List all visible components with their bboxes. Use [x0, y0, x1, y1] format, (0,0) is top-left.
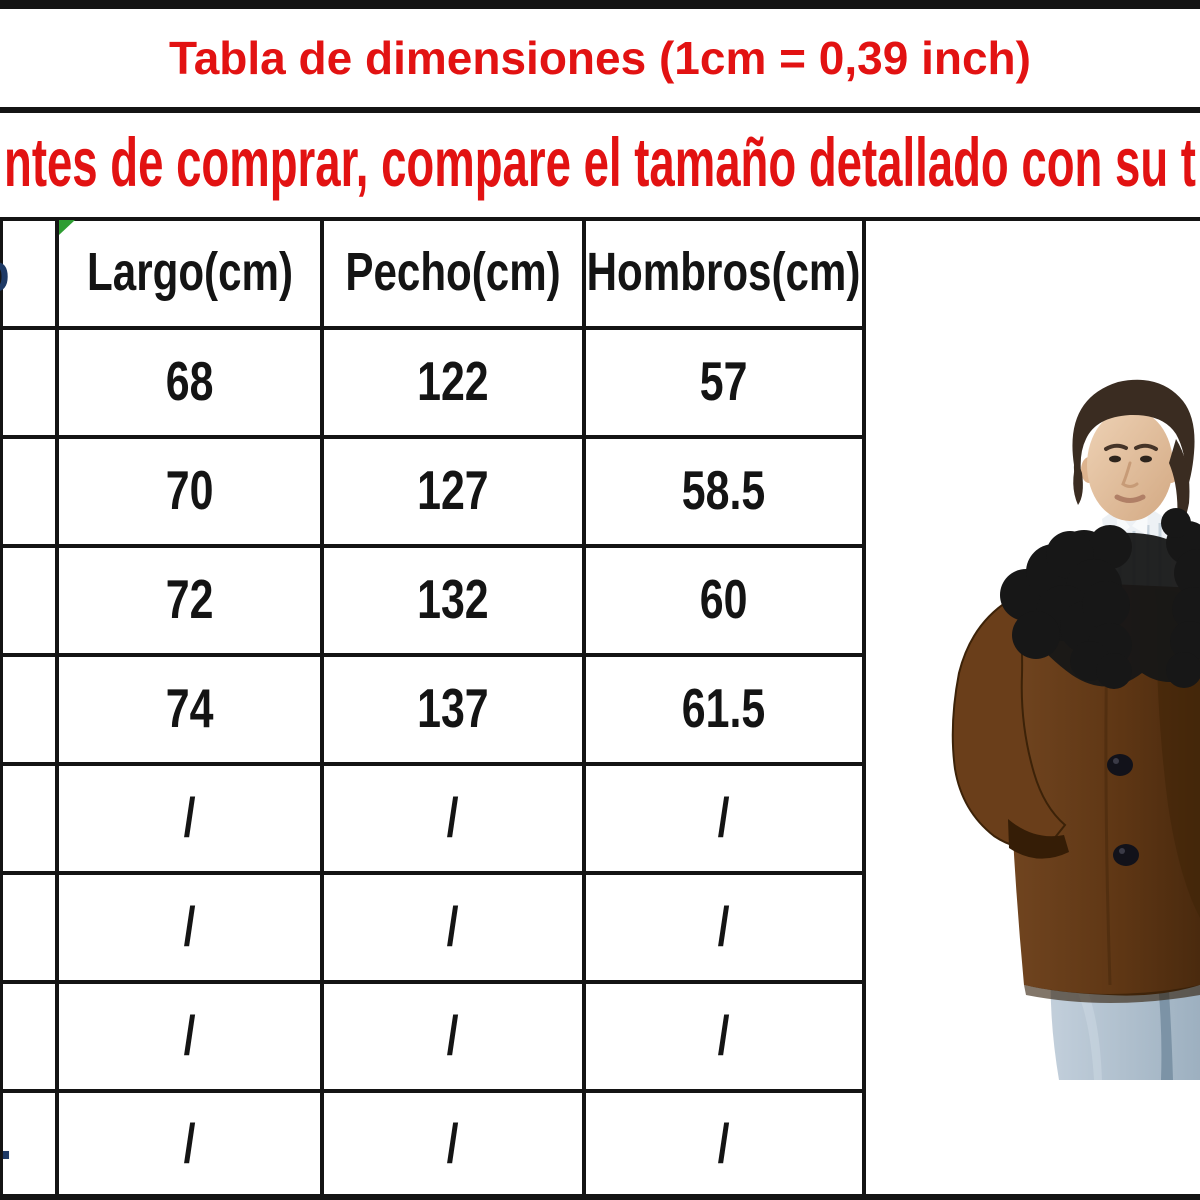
table-cell: /	[447, 894, 459, 957]
table-cell: /	[718, 1111, 730, 1174]
column-line	[862, 217, 866, 1200]
table-header-cell: Largo(cm)	[86, 241, 293, 302]
table-cell: 137	[417, 676, 489, 739]
table-cell: /	[447, 1111, 459, 1174]
table-cell: /	[183, 1111, 196, 1174]
row-line	[0, 435, 866, 439]
coat-buttons	[1107, 754, 1139, 866]
row-line	[0, 326, 866, 330]
row-line	[0, 762, 866, 766]
title-band: Tabla de dimensiones (1cm = 0,39 inch)	[0, 9, 1200, 107]
top-border	[0, 0, 1200, 9]
table-cell: 122	[417, 349, 489, 412]
table-cell: /	[183, 894, 196, 957]
table-cell: /	[447, 785, 459, 848]
table-cell: 57	[700, 349, 748, 412]
size-column-header-fragment: o	[0, 246, 9, 300]
table-cell: /	[718, 785, 730, 848]
chart-title: Tabla de dimensiones (1cm = 0,39 inch)	[169, 32, 1031, 84]
table-cell: 74	[165, 676, 214, 739]
table-cell: 70	[165, 458, 214, 521]
fur-collar	[1000, 508, 1200, 689]
table-cell: /	[183, 1003, 196, 1066]
row-line	[0, 1089, 866, 1093]
table-cell: 132	[417, 567, 489, 630]
face	[1081, 409, 1179, 521]
table-cell: 127	[417, 458, 489, 521]
table-header-cell: Hombros(cm)	[587, 241, 861, 302]
column-line	[55, 217, 59, 1200]
column-line	[0, 217, 3, 1200]
cell-corner-marker	[59, 220, 75, 235]
table-cell: 58.5	[682, 458, 766, 521]
table-cell: /	[447, 1003, 459, 1066]
row-line	[0, 871, 866, 875]
row-line	[0, 980, 866, 984]
row-line	[0, 653, 866, 657]
column-line	[582, 217, 586, 1200]
table-cell: /	[718, 1003, 730, 1066]
column-line	[320, 217, 324, 1200]
table-top-border	[0, 217, 1200, 221]
title-divider	[0, 107, 1200, 113]
row-line	[0, 544, 866, 548]
model-photo	[951, 379, 1200, 1080]
table-cell: /	[183, 785, 196, 848]
chart-subtitle: ntes de comprar, compare el tamaño detal…	[4, 123, 1196, 201]
table-header-cell: Pecho(cm)	[345, 241, 561, 302]
subtitle-band: ntes de comprar, compare el tamaño detal…	[4, 112, 1200, 212]
table-cell: /	[718, 894, 730, 957]
table-cell: 61.5	[682, 676, 766, 739]
table-cell: 72	[165, 567, 214, 630]
table-cell: 60	[700, 567, 748, 630]
bottom-border	[0, 1194, 1200, 1200]
size-column-lastrow-fragment: .	[0, 1111, 13, 1171]
table-cell: 68	[165, 349, 214, 412]
